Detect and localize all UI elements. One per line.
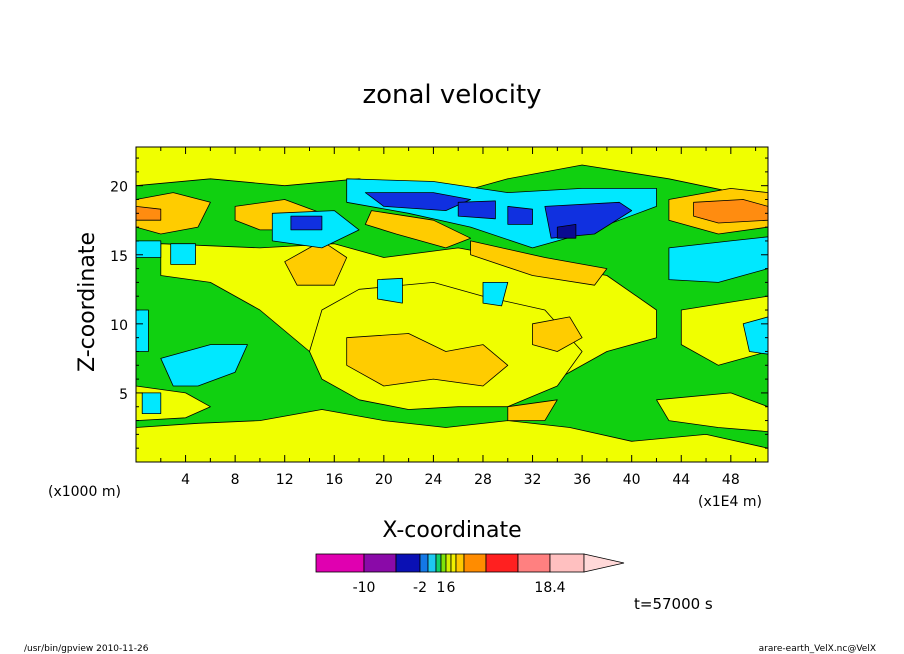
contour-region-negative-core — [556, 223, 577, 239]
y-tick-label: 15 — [110, 249, 128, 265]
colorbar-segment — [440, 553, 447, 573]
plot-frame — [135, 146, 769, 463]
contour-regions — [136, 147, 768, 462]
colorbar-segment — [445, 553, 452, 573]
x-tick-label: 20 — [375, 472, 393, 488]
colorbar-segment — [485, 553, 519, 573]
x-tick-label: 4 — [181, 472, 190, 488]
x-tick-label: 28 — [474, 472, 492, 488]
contour-region-negative — [742, 316, 768, 355]
y-axis-label: Z-coordinate — [75, 232, 100, 372]
x-axis-label: X-coordinate — [382, 518, 521, 543]
colorbar-segment — [427, 553, 437, 573]
contour-region-positive-band — [136, 409, 768, 462]
y-tick-label: 20 — [110, 180, 128, 196]
colorbar-segment — [463, 553, 487, 573]
colorbar-segment — [315, 553, 365, 573]
colorbar-segment — [517, 553, 551, 573]
contour-region-positive-core — [136, 192, 211, 235]
x-tick-label: 12 — [276, 472, 294, 488]
contour-region-positive-core — [470, 240, 608, 286]
contour-region-positive-strong — [136, 205, 162, 221]
x-tick-label: 8 — [231, 472, 240, 488]
chart-title: zonal velocity — [362, 80, 541, 110]
colorbar-segment — [450, 553, 457, 573]
contour-region-negative — [170, 243, 196, 265]
contour-region-negative-strong — [290, 215, 323, 231]
contour-region-negative — [136, 240, 162, 258]
colorbar-segment — [419, 553, 429, 573]
x-tick-label: 32 — [524, 472, 542, 488]
colorbar-segment — [549, 553, 585, 573]
x-tick-label: 48 — [722, 472, 740, 488]
contour-region-negative — [160, 344, 248, 387]
colorbar-segment — [363, 553, 397, 573]
contour-region-negative — [482, 281, 509, 307]
x-axis-unit-label: (x1E4 m) — [698, 494, 762, 510]
contour-region-negative-strong — [507, 205, 533, 225]
colorbar-segment — [435, 553, 442, 573]
contour-region-positive-strong — [693, 199, 768, 224]
contour-region-positive-band — [680, 295, 768, 366]
contour-region-negative-strong — [457, 200, 496, 220]
x-tick-label: 44 — [672, 472, 690, 488]
colorbar-arrow — [583, 553, 625, 573]
colorbar-tick-label: 1 — [437, 580, 446, 596]
x-tick-label: 24 — [424, 472, 442, 488]
time-annotation: t=57000 s — [634, 595, 713, 613]
contour-region-positive-band — [656, 392, 768, 433]
contour-region-positive-core — [364, 210, 472, 249]
y-axis-ticks: 5 10 15 20 — [110, 157, 768, 449]
contour-region-negative — [668, 236, 768, 283]
footer-left: /usr/bin/gpview 2010-11-26 — [24, 644, 149, 654]
contour-region-negative — [377, 277, 403, 304]
contour-region-negative — [136, 309, 149, 352]
y-axis-unit-label: (x1000 m) — [48, 484, 121, 500]
colorbar-tick-label: -2 — [413, 580, 427, 596]
y-tick-label: 5 — [119, 387, 128, 403]
x-tick-label: 16 — [325, 472, 343, 488]
contour-region-positive-core — [532, 316, 583, 352]
contour-region-positive-core — [346, 333, 509, 387]
x-tick-label: 36 — [573, 472, 591, 488]
colorbar-tick-label: 6 — [447, 580, 456, 596]
colorbar-tick-labels: -10 -2 1 6 18.4 — [353, 580, 566, 596]
colorbar-tick-label: -10 — [353, 580, 376, 596]
y-tick-label: 10 — [110, 318, 128, 334]
x-axis-ticks: 4 8 12 16 20 24 28 32 36 40 44 48 — [160, 147, 757, 488]
x-tick-label: 40 — [623, 472, 641, 488]
contour-region-negative — [141, 392, 162, 415]
colorbar-tick-label: 18.4 — [534, 580, 565, 596]
contour-region-positive-core — [507, 399, 558, 422]
footer-right: arare-earth_VelX.nc@VelX — [759, 644, 876, 654]
colorbar-segment — [455, 553, 465, 573]
colorbar — [315, 553, 625, 573]
colorbar-segment — [395, 553, 421, 573]
